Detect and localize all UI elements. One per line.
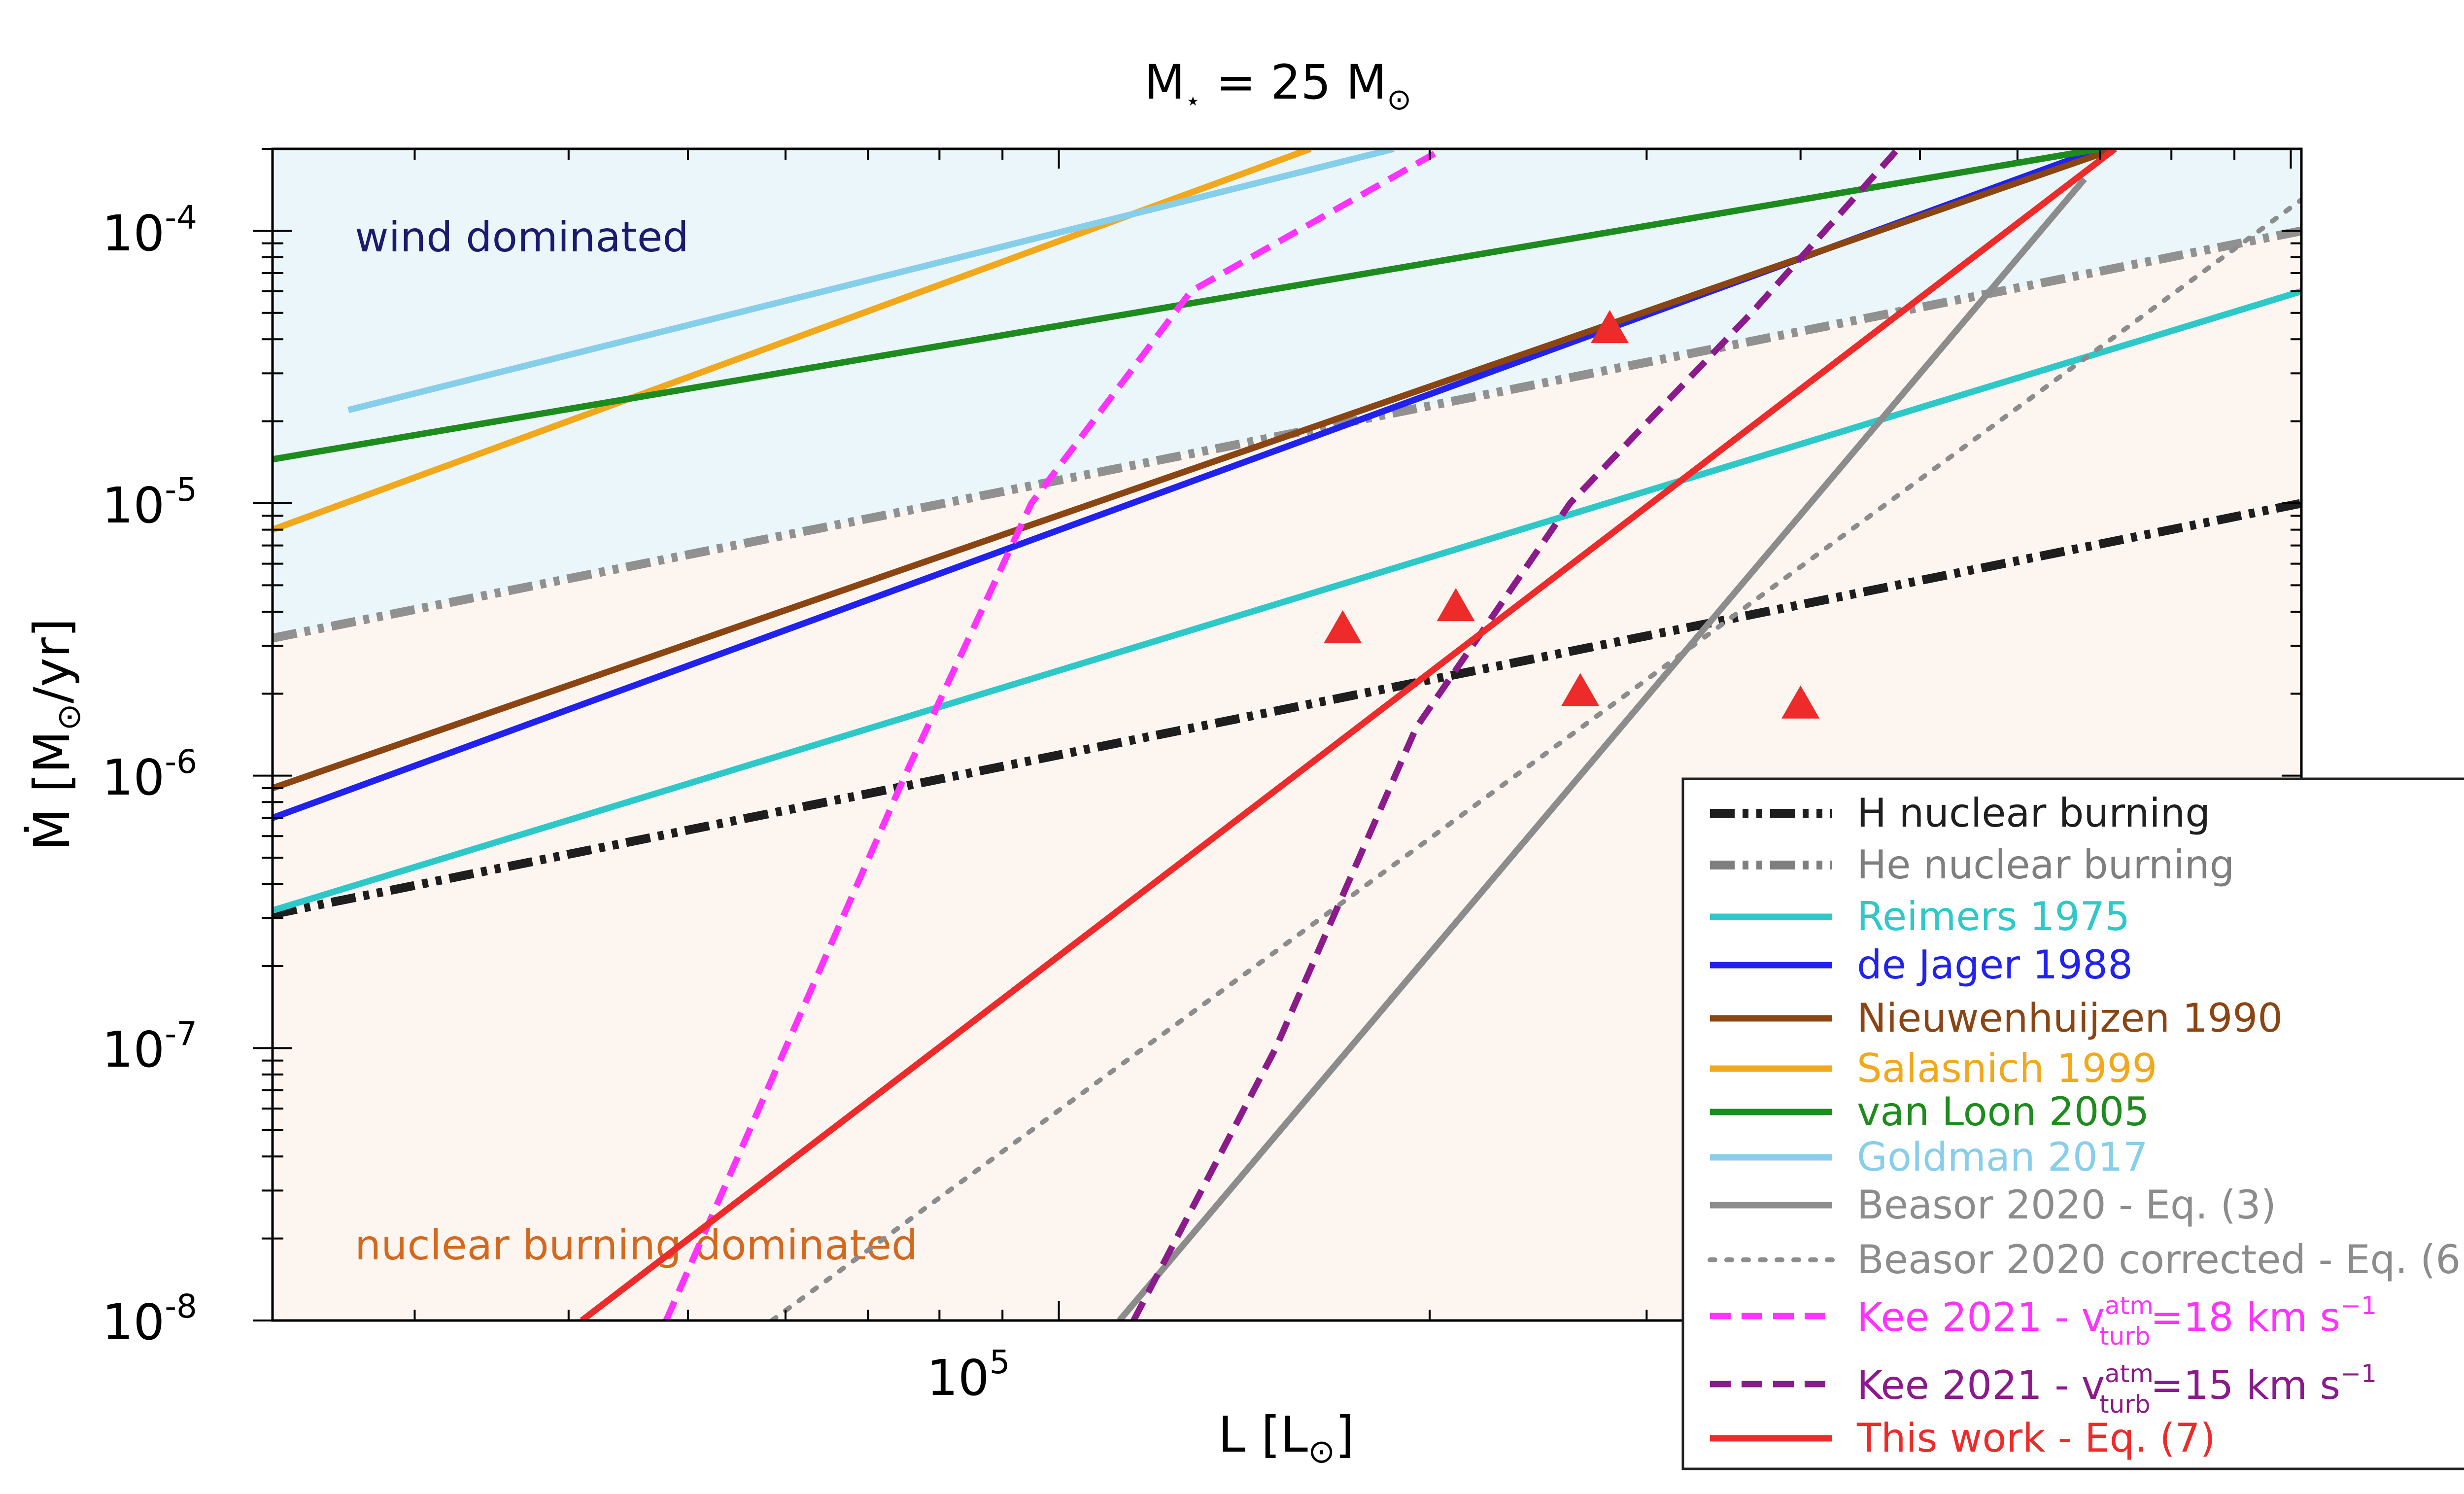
series-line-6: [273, 149, 2101, 463]
legend-label-goldman: Goldman 2017: [1857, 1134, 2148, 1180]
title-star-sub: ⋆: [1185, 86, 1201, 116]
series-line-4: [273, 149, 2116, 792]
series-line-11: [1130, 149, 1901, 1320]
data-markers: [1324, 310, 1820, 719]
series-line-10: [663, 149, 1445, 1320]
legend-label-nieuwenhuijzen: Nieuwenhuijzen 1990: [1857, 995, 2283, 1041]
x-tick-label-1e5: 105: [926, 1343, 1010, 1407]
y-axis-label: Ṁ [M⊙/yr]: [23, 618, 88, 851]
marker-3: [1590, 310, 1629, 344]
legend-box: [1681, 777, 2464, 1470]
y-tick-labels: 10-8 10-7 10-6 10-5 10-4: [102, 199, 197, 1351]
title-main: M: [1144, 55, 1185, 110]
legend-label-this-work: This work - Eq. (7): [1856, 1415, 2216, 1461]
legend: H nuclear burning He nuclear burning Rei…: [1681, 777, 2464, 1470]
legend-label-salasnich: Salasnich 1999: [1857, 1045, 2157, 1091]
region-label-nuclear: nuclear burning dominated: [355, 1221, 918, 1269]
marker-1: [1437, 588, 1475, 622]
series-line-9: [769, 197, 2301, 1320]
y-tick-label-1e-7: 10-7: [102, 1015, 197, 1078]
y-tick-label-1e-5: 10-5: [102, 471, 197, 534]
legend-label-h-nuclear: H nuclear burning: [1857, 790, 2210, 836]
series-line-2: [273, 288, 2301, 914]
y-tick-label-1e-8: 10-8: [102, 1287, 197, 1351]
legend-label-de-jager: de Jager 1988: [1857, 942, 2133, 988]
plot-frame: [271, 147, 2303, 1322]
marker-2: [1561, 673, 1600, 706]
legend-label-beasor-corrected: Beasor 2020 corrected - Eq. (6): [1857, 1237, 2464, 1283]
marker-4: [1781, 685, 1820, 719]
title-sun-sub: ⊙: [1387, 82, 1411, 117]
legend-label-van-loon: van Loon 2005: [1857, 1089, 2149, 1135]
series-lines: [273, 149, 2301, 1320]
x-axis-label: L [L⊙]: [1218, 1406, 1355, 1470]
series-line-12: [580, 149, 2117, 1320]
legend-label-reimers: Reimers 1975: [1857, 894, 2130, 939]
legend-label-kee-15: Kee 2021 - vatm turb=15 km s−1: [1857, 1359, 2377, 1419]
series-line-0: [273, 499, 2301, 919]
chart-title: M⋆ = 25 M⊙: [1144, 55, 1412, 117]
legend-label-he-nuclear: He nuclear burning: [1857, 842, 2234, 888]
y-tick-label-1e-4: 10-4: [102, 199, 197, 262]
legend-labels: H nuclear burning He nuclear burning Rei…: [1856, 790, 2464, 1461]
marker-0: [1324, 610, 1362, 644]
legend-label-beasor-eq3: Beasor 2020 - Eq. (3): [1857, 1182, 2276, 1228]
title-rest: = 25 M: [1201, 55, 1387, 110]
series-line-7: [347, 149, 1395, 414]
y-tick-label-1e-6: 10-6: [102, 743, 197, 806]
region-wind: [273, 149, 2301, 638]
series-line-8: [1117, 177, 2087, 1320]
legend-swatches: [1708, 809, 1835, 1442]
legend-label-kee-18: Kee 2021 - vatm turb=18 km s−1: [1857, 1291, 2377, 1351]
region-label-wind: wind dominated: [355, 213, 689, 261]
